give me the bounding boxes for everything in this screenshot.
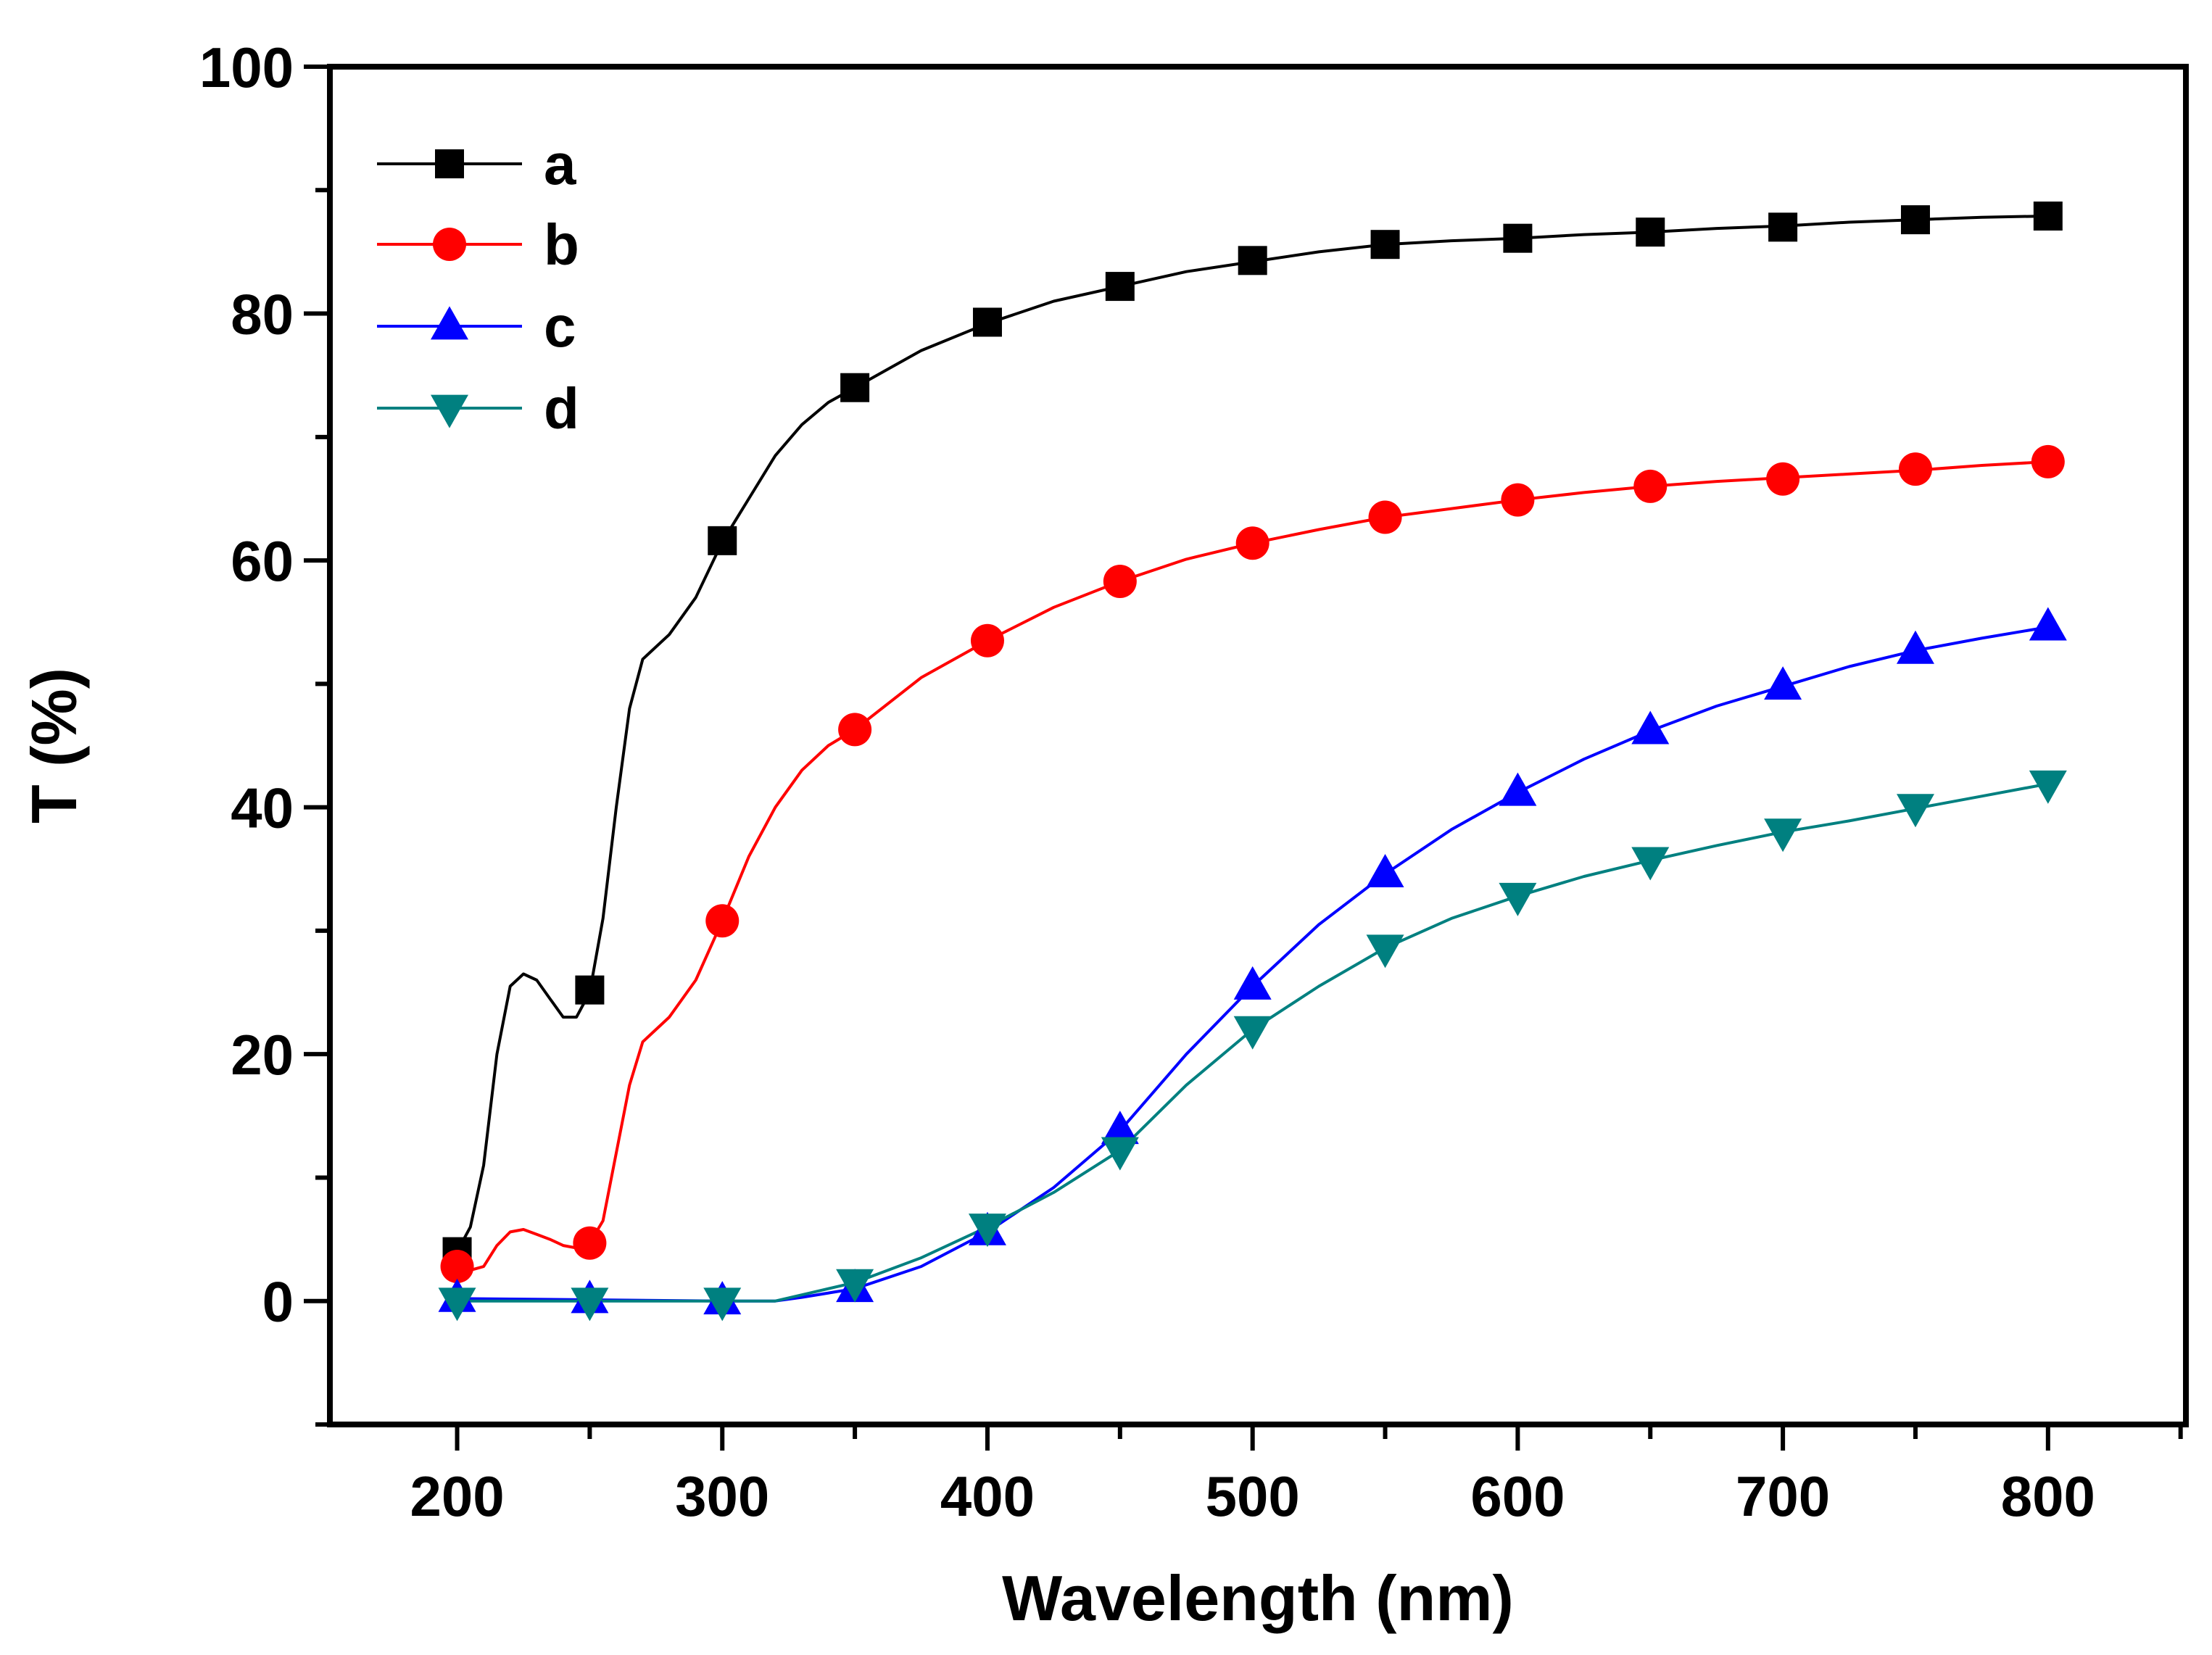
series-b-point (2031, 444, 2065, 478)
series-d-point (968, 1214, 1006, 1248)
series-c-point (2029, 607, 2067, 641)
series-a-point (1370, 230, 1400, 260)
series-markers (438, 202, 2067, 1322)
y-tick-label: 80 (231, 283, 294, 347)
legend-label: c (544, 294, 576, 359)
series-b-point (440, 1250, 474, 1284)
series-b-point (1501, 483, 1535, 517)
series-b-point (1235, 526, 1269, 560)
x-tick-label: 500 (1206, 1464, 1300, 1528)
y-axis-title: T (%) (18, 668, 90, 824)
series-a-point (2033, 202, 2063, 231)
x-tick-label: 800 (2001, 1464, 2095, 1528)
series-c-point (1764, 666, 1802, 700)
series-d-point (1764, 818, 1802, 853)
series-b-point (1766, 462, 1800, 496)
x-tick-label: 600 (1470, 1464, 1565, 1528)
series-a-point (972, 307, 1002, 337)
series-b-point (970, 623, 1004, 658)
legend-marker (435, 149, 464, 178)
series-d-point (703, 1287, 742, 1322)
y-tick-label: 100 (199, 36, 294, 99)
series-b-point (1103, 565, 1137, 599)
series-a-line (455, 215, 2048, 1253)
series-b-point (838, 713, 872, 747)
plot-frame (327, 64, 2189, 1427)
y-axis-tick-labels: 0 20 40 60 80 100 (199, 36, 294, 1334)
series-d-point (2029, 770, 2067, 804)
series-b-point (573, 1226, 607, 1260)
y-axis-ticks (304, 65, 330, 1427)
legend-label: a (544, 132, 576, 196)
series-a-point (575, 975, 605, 1005)
x-tick-label: 400 (940, 1464, 1035, 1528)
series-a-point (1238, 246, 1267, 275)
x-axis-ticks (455, 1424, 2183, 1451)
x-tick-label: 700 (1736, 1464, 1830, 1528)
series-a-point (1503, 223, 1533, 253)
series-d-point (438, 1287, 476, 1322)
series-b-point (705, 904, 740, 938)
x-tick-label: 300 (675, 1464, 769, 1528)
series-d-point (571, 1287, 609, 1322)
series-d-point (1896, 794, 1934, 828)
series-a-point (840, 373, 870, 402)
series-a-point (1900, 205, 1930, 235)
series-a-point (1105, 272, 1135, 302)
series-b-point (1368, 500, 1402, 534)
series-c-point (1631, 710, 1670, 744)
series-c-point (1896, 630, 1934, 664)
series-d-point (1499, 882, 1537, 916)
series-c-point (1366, 853, 1404, 887)
series-d-point (836, 1269, 874, 1303)
series-lines (455, 215, 2049, 1303)
series-b-point (1898, 452, 1932, 486)
legend-marker (431, 394, 468, 428)
series-a-point (1768, 212, 1798, 242)
x-tick-label: 200 (410, 1464, 504, 1528)
y-tick-label: 40 (231, 776, 294, 840)
series-b-point (1633, 469, 1668, 503)
series-c-point (1101, 1111, 1139, 1145)
series-c-line (457, 626, 2049, 1303)
y-tick-label: 0 (262, 1270, 294, 1334)
series-b-line (456, 460, 2048, 1272)
series-a-point (708, 526, 737, 555)
series-c-point (1499, 772, 1537, 806)
y-tick-label: 20 (231, 1023, 294, 1087)
series-a-point (1636, 217, 1665, 247)
x-axis-tick-labels: 200 300 400 500 600 700 800 (410, 1464, 2095, 1528)
series-d-point (1366, 934, 1404, 968)
y-tick-label: 60 (231, 529, 294, 593)
series-d-point (1631, 847, 1670, 881)
series-c-point (1233, 966, 1272, 1000)
series-d-point (1101, 1137, 1139, 1171)
series-d-point (1233, 1016, 1272, 1050)
legend-label: d (544, 376, 579, 441)
x-axis-title: Wavelength (nm) (1002, 1562, 1514, 1634)
legend-marker (431, 306, 468, 340)
legend-marker (433, 228, 466, 261)
legend-label: b (544, 212, 579, 277)
